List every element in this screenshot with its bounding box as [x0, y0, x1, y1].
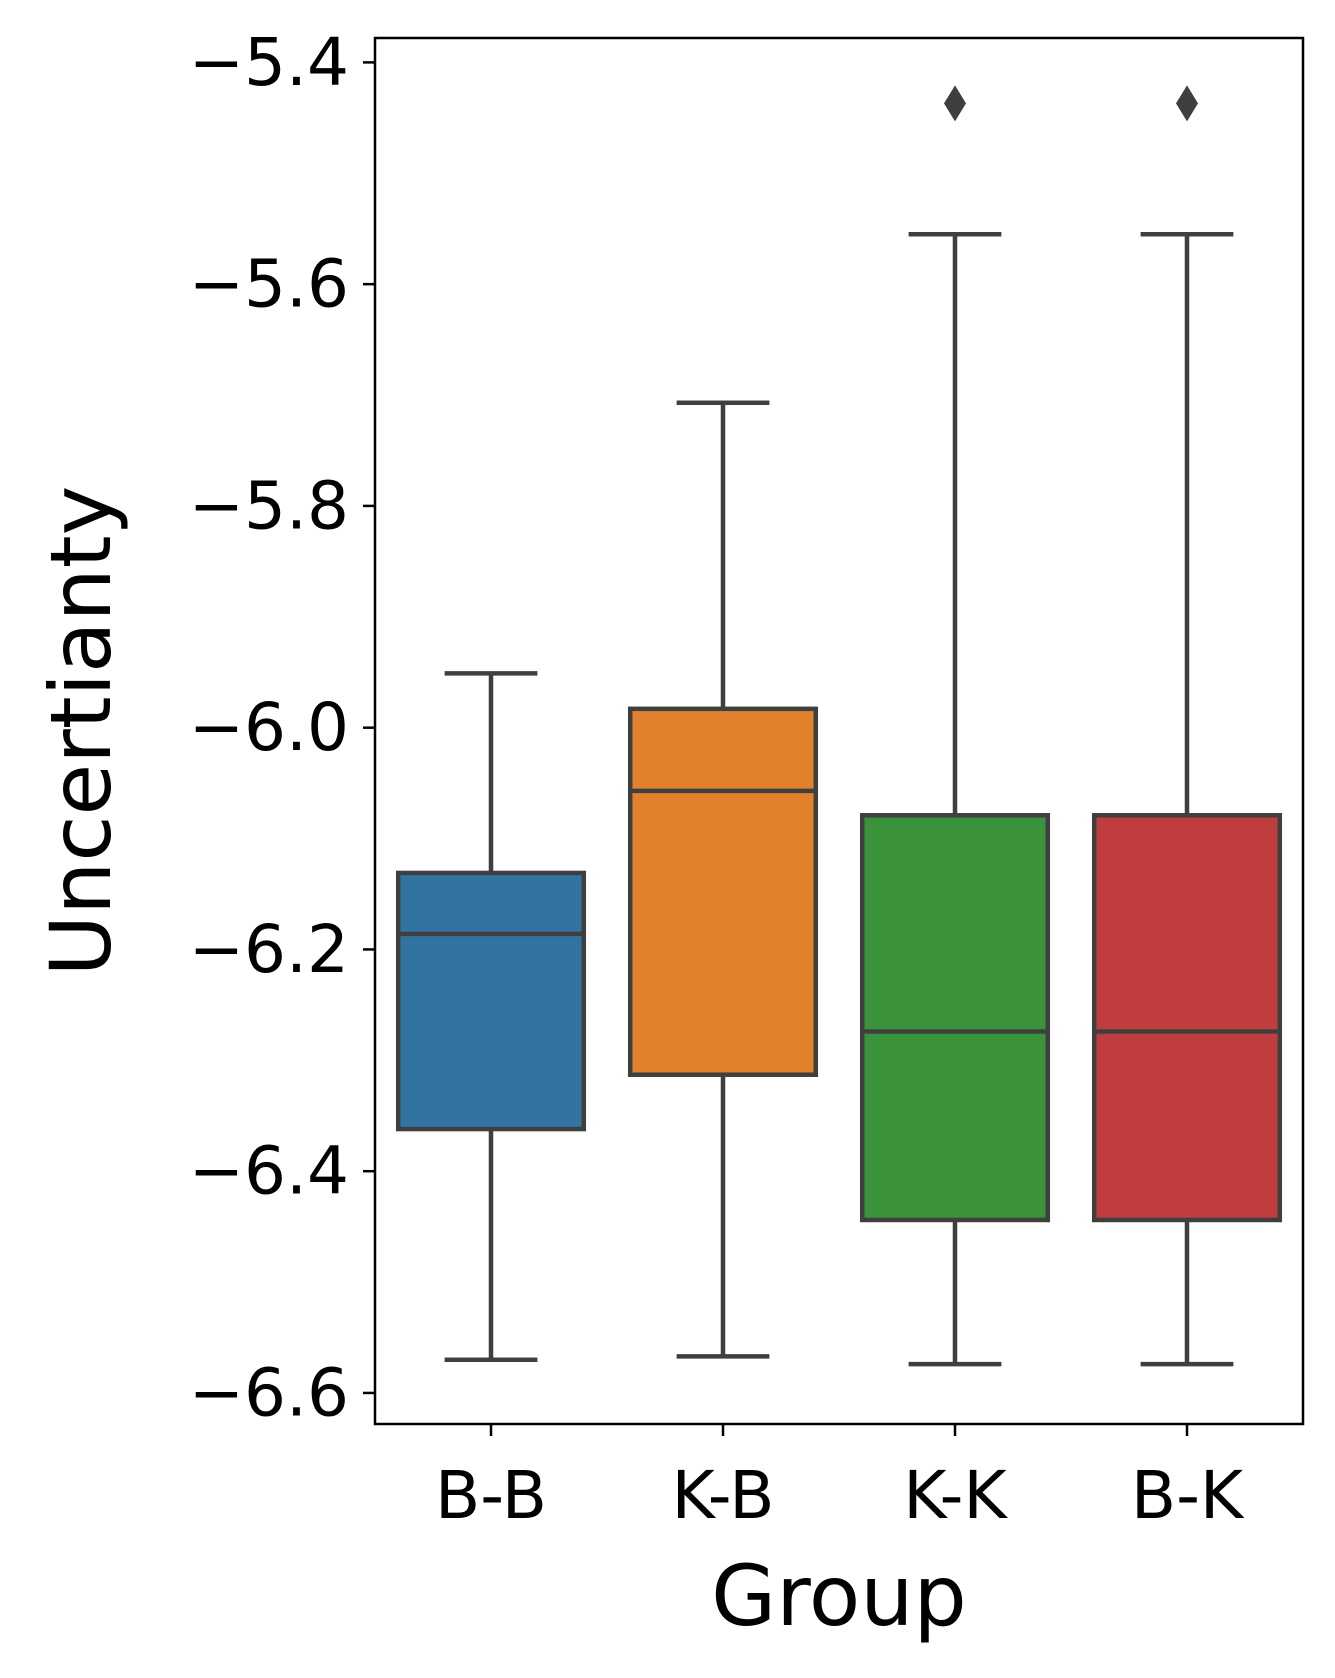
x-tick-label: B-B: [435, 1457, 547, 1534]
y-axis-title: Uncertianty: [32, 486, 130, 977]
x-tick-label: K-B: [671, 1457, 774, 1534]
x-tick-label: K-K: [903, 1457, 1008, 1534]
outlier-point-b-k-0: [1176, 85, 1198, 122]
box-group-k-b: [627, 400, 819, 1359]
y-tick-label: −6.4: [189, 1133, 349, 1210]
y-tick-label: −5.6: [189, 246, 349, 323]
box-b-k: [1091, 813, 1283, 1223]
y-tick-label: −5.4: [189, 24, 349, 101]
y-tick-label: −6.6: [189, 1354, 349, 1431]
box-b-b: [395, 870, 587, 1132]
y-tick-label: −6.2: [189, 911, 349, 988]
y-tick-label: −5.8: [189, 467, 349, 544]
x-tick-label: B-K: [1131, 1457, 1245, 1534]
y-axis: −5.4 −5.6 −5.8 −6.0 −6.2 −6.4 −6.6: [189, 24, 375, 1431]
x-axis-title: Group: [711, 1547, 967, 1645]
outlier-point-k-k-0: [944, 85, 966, 122]
box-k-b: [627, 706, 819, 1077]
box-group-b-b: [395, 671, 587, 1362]
plot-marks: [395, 85, 1283, 1367]
box-group-k-k: [859, 85, 1051, 1367]
box-group-b-k: [1091, 85, 1283, 1367]
box-k-k: [859, 813, 1051, 1223]
plot-frame: [373, 36, 1305, 1426]
x-axis: B-B K-B K-K B-K: [435, 1424, 1245, 1534]
y-tick-label: −6.0: [189, 689, 349, 766]
